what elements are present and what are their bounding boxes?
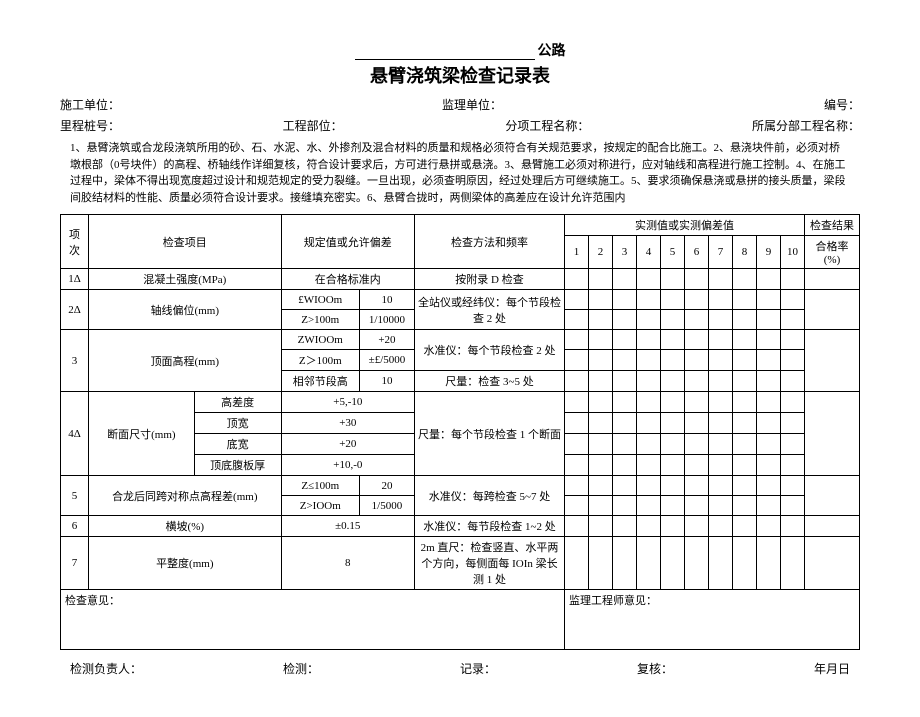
sub-val: 20 bbox=[359, 476, 414, 496]
sub-val: +20 bbox=[359, 330, 414, 350]
test: 检测： bbox=[283, 660, 319, 677]
title-block: 公路 悬臂浇筑梁检查记录表 bbox=[60, 40, 860, 88]
seq: 3 bbox=[61, 330, 89, 392]
th-result: 检查结果 bbox=[805, 215, 860, 236]
seq: 7 bbox=[61, 537, 89, 590]
sub-label: Z>100m bbox=[281, 310, 359, 330]
item: 轴线偏位(mm) bbox=[89, 290, 282, 330]
seq: 5 bbox=[61, 476, 89, 516]
th-seq: 项次 bbox=[61, 215, 89, 269]
method: 尺量：每个节段检查 1 个断面 bbox=[415, 392, 565, 476]
info-row-2: 里程桩号： 工程部位： 分项工程名称： 所属分部工程名称： bbox=[60, 117, 860, 134]
mileage: 里程桩号： bbox=[60, 117, 120, 134]
sub-val: 1/10000 bbox=[359, 310, 414, 330]
th-num: 3 bbox=[613, 236, 637, 269]
seq: 1Δ bbox=[61, 269, 89, 290]
dept: 工程部位： bbox=[283, 117, 343, 134]
th-item: 检查项目 bbox=[89, 215, 282, 269]
doc-number: 编号： bbox=[824, 96, 860, 113]
main-title: 悬臂浇筑梁检查记录表 bbox=[60, 62, 860, 88]
road-blank bbox=[355, 46, 535, 60]
item: 平整度(mm) bbox=[89, 537, 282, 590]
th-num: 7 bbox=[709, 236, 733, 269]
sub-val: ±£/5000 bbox=[359, 350, 414, 371]
th-num: 1 bbox=[565, 236, 589, 269]
sub-label: £WIOOm bbox=[281, 290, 359, 310]
sub-label: Z≤100m bbox=[281, 476, 359, 496]
spec: 8 bbox=[281, 537, 414, 590]
sub-val: +5,-10 bbox=[281, 392, 414, 413]
sub-label: ZWIOOm bbox=[281, 330, 359, 350]
th-num: 4 bbox=[637, 236, 661, 269]
sub-val: 1/5000 bbox=[359, 496, 414, 516]
method: 按附录 D 检查 bbox=[415, 269, 565, 290]
sub-label: 底宽 bbox=[194, 434, 281, 455]
sub-label: 顶底腹板厚 bbox=[194, 455, 281, 476]
spec: ±0.15 bbox=[281, 516, 414, 537]
supervisor-opinion: 监理工程师意见： bbox=[565, 590, 860, 650]
seq: 6 bbox=[61, 516, 89, 537]
th-num: 2 bbox=[589, 236, 613, 269]
sub-label: 相邻节段高 bbox=[281, 371, 359, 392]
sub-val: +20 bbox=[281, 434, 414, 455]
review: 复核： bbox=[637, 660, 673, 677]
sub-label: 顶宽 bbox=[194, 413, 281, 434]
item: 顶面高程(mm) bbox=[89, 330, 282, 392]
date: 年月日 bbox=[814, 660, 850, 677]
sub-label: 高差度 bbox=[194, 392, 281, 413]
record: 记录： bbox=[460, 660, 496, 677]
inspector: 检测负责人： bbox=[70, 660, 142, 677]
item: 混凝土强度(MPa) bbox=[89, 269, 282, 290]
th-spec: 规定值或允许偏差 bbox=[281, 215, 414, 269]
supervisor-unit: 监理单位： bbox=[442, 96, 502, 113]
seq: 2Δ bbox=[61, 290, 89, 330]
sub-val: +30 bbox=[281, 413, 414, 434]
th-num: 9 bbox=[757, 236, 781, 269]
sub-val: 10 bbox=[359, 290, 414, 310]
th-rate: 合格率(%) bbox=[805, 236, 860, 269]
item: 断面尺寸(mm) bbox=[89, 392, 195, 476]
notes: 1、悬臂浇筑或合龙段浇筑所用的砂、石、水泥、水、外掺剂及混合材料的质量和规格必须… bbox=[60, 140, 860, 206]
method: 水准仪：每个节段检查 2 处 bbox=[415, 330, 565, 371]
footer-row: 检测负责人： 检测： 记录： 复核： 年月日 bbox=[60, 660, 860, 677]
th-num: 5 bbox=[661, 236, 685, 269]
item: 横坡(%) bbox=[89, 516, 282, 537]
info-row-1: 施工单位： 监理单位： 编号： bbox=[60, 96, 860, 113]
belong-project: 所属分部工程名称： bbox=[752, 117, 860, 134]
th-measured: 实测值或实测偏差值 bbox=[565, 215, 805, 236]
method: 全站仪或经纬仪：每个节段检查 2 处 bbox=[415, 290, 565, 330]
seq: 4Δ bbox=[61, 392, 89, 476]
sub-project: 分项工程名称： bbox=[505, 117, 589, 134]
sub-val: 10 bbox=[359, 371, 414, 392]
spec: 在合格标准内 bbox=[281, 269, 414, 290]
item: 合龙后同跨对称点高程差(mm) bbox=[89, 476, 282, 516]
road-suffix: 公路 bbox=[538, 44, 566, 59]
method: 2m 直尺：检查竖直、水平两个方向，每侧面每 IOIn 梁长测 1 处 bbox=[415, 537, 565, 590]
sub-label: Z＞100m bbox=[281, 350, 359, 371]
th-method: 检查方法和频率 bbox=[415, 215, 565, 269]
check-opinion: 检查意见： bbox=[61, 590, 565, 650]
construction-unit: 施工单位： bbox=[60, 96, 120, 113]
method: 水准仪：每跨检查 5~7 处 bbox=[415, 476, 565, 516]
method: 尺量：检查 3~5 处 bbox=[415, 371, 565, 392]
th-num: 8 bbox=[733, 236, 757, 269]
sub-label: Z>IOOm bbox=[281, 496, 359, 516]
th-num: 6 bbox=[685, 236, 709, 269]
inspection-table: 项次 检查项目 规定值或允许偏差 检查方法和频率 实测值或实测偏差值 检查结果 … bbox=[60, 214, 860, 650]
method: 水准仪：每节段检查 1~2 处 bbox=[415, 516, 565, 537]
sub-val: +10,-0 bbox=[281, 455, 414, 476]
th-num: 10 bbox=[781, 236, 805, 269]
